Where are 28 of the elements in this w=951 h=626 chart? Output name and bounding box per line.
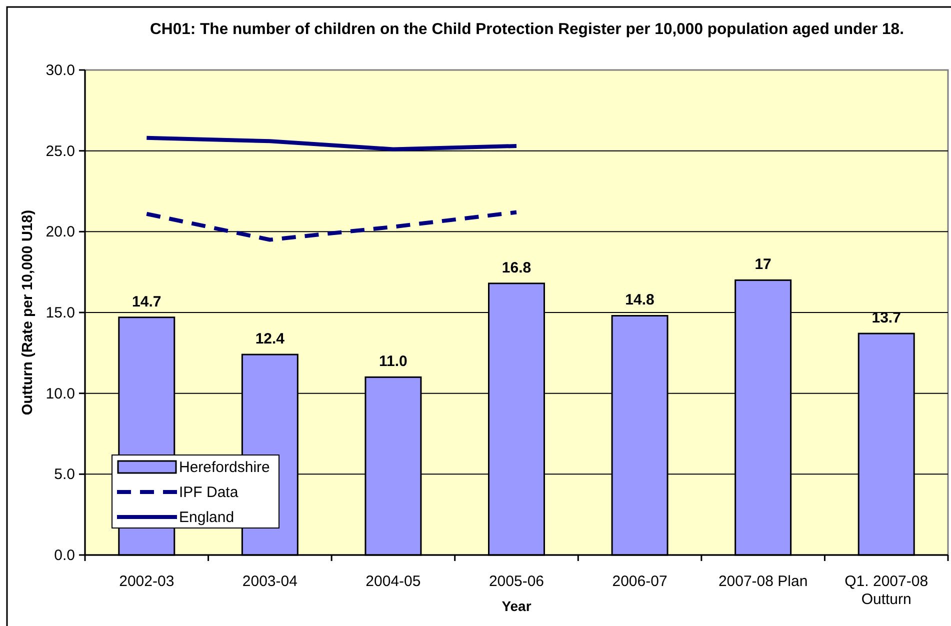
y-tick-label: 15.0 <box>46 304 75 322</box>
data-label: 17 <box>754 256 772 274</box>
data-label: 14.8 <box>625 292 654 309</box>
y-tick-label: 5.0 <box>54 466 75 484</box>
x-tick-label: Q1. 2007-08 Outturn <box>844 573 928 608</box>
y-tick-label: 25.0 <box>46 142 75 160</box>
y-tick-label: 30.0 <box>46 62 75 79</box>
data-label: 12.4 <box>255 330 286 348</box>
y-tick-label: 20.0 <box>46 224 75 241</box>
y-tick-label: 10.0 <box>46 385 75 402</box>
x-tick-label: 2006-07 <box>612 573 668 590</box>
y-axis-title: Outturn (Rate per 10,000 U18) <box>20 210 36 416</box>
x-tick-label: 2004-05 <box>366 573 421 590</box>
data-label: 11.0 <box>379 353 408 370</box>
x-tick-label: 2003-04 <box>242 573 298 590</box>
legend-label: IPF Data <box>179 484 239 501</box>
chart-title: CH01: The number of children on the Child Protection Register per 10,000 population aged under 18. <box>150 21 904 38</box>
legend-label: England <box>179 509 234 526</box>
x-tick-label: 2002-03 <box>119 573 174 590</box>
legend-label: Herefordshire <box>179 459 270 476</box>
line-series <box>144 136 518 152</box>
x-tick-label: 2007-08 Plan <box>718 573 808 590</box>
y-tick-label: 0.0 <box>54 547 75 564</box>
data-label: 14.7 <box>132 293 162 310</box>
x-axis-title: Year <box>502 598 532 614</box>
data-label: 16.8 <box>502 259 532 276</box>
x-tick-label: 2005-06 <box>488 573 544 590</box>
line-series <box>144 210 518 242</box>
